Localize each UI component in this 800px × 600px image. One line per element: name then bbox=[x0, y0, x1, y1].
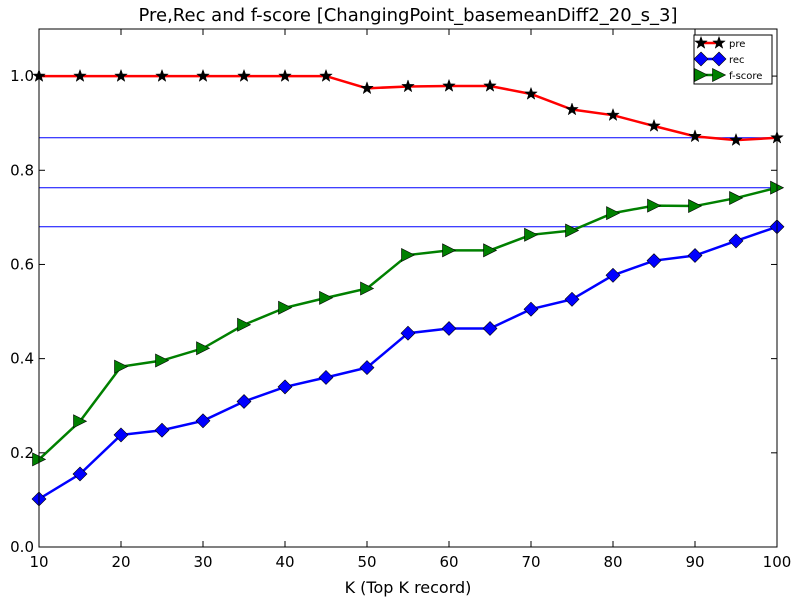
data-point-f-score bbox=[73, 414, 88, 429]
x-tick-label: 100 bbox=[763, 553, 792, 571]
data-point-rec bbox=[154, 422, 170, 438]
data-point-rec bbox=[400, 325, 416, 341]
data-point-f-score bbox=[729, 191, 744, 206]
legend-marker-f-score bbox=[712, 68, 727, 82]
x-tick-label: 70 bbox=[521, 553, 540, 571]
data-point-rec bbox=[605, 267, 621, 283]
data-point-f-score bbox=[524, 227, 539, 242]
data-point-pre bbox=[729, 132, 743, 147]
y-tick-label: 1.0 bbox=[10, 67, 34, 85]
y-tick-label: 0.2 bbox=[10, 444, 34, 462]
legend-label-f-score: f-score bbox=[729, 71, 762, 82]
data-point-f-score bbox=[114, 359, 129, 374]
data-point-pre bbox=[565, 102, 579, 116]
data-point-rec bbox=[728, 233, 744, 249]
legend-label-rec: rec bbox=[729, 55, 745, 66]
data-point-rec bbox=[564, 291, 580, 307]
data-point-pre bbox=[483, 78, 497, 92]
x-tick-label: 60 bbox=[439, 553, 458, 571]
data-point-pre bbox=[647, 118, 661, 132]
data-point-pre bbox=[237, 68, 251, 82]
y-tick-label: 0.6 bbox=[10, 255, 34, 273]
legend-marker-f-score bbox=[694, 68, 709, 82]
data-point-pre bbox=[196, 68, 210, 82]
chart-title: Pre,Rec and f-score [ChangingPoint_basem… bbox=[138, 5, 677, 26]
data-point-rec bbox=[195, 413, 211, 429]
data-point-f-score bbox=[278, 300, 293, 315]
series-line-f-score bbox=[39, 186, 777, 461]
y-tick-label: 0.8 bbox=[10, 161, 34, 179]
data-point-rec bbox=[277, 379, 293, 395]
data-point-f-score bbox=[606, 206, 621, 221]
x-tick-label: 50 bbox=[357, 553, 376, 571]
data-point-f-score bbox=[483, 243, 498, 258]
legend-label-pre: pre bbox=[729, 39, 745, 50]
data-point-pre bbox=[606, 107, 620, 122]
data-point-f-score bbox=[319, 290, 334, 305]
data-point-f-score bbox=[237, 317, 252, 332]
data-point-pre bbox=[319, 68, 333, 82]
data-point-pre bbox=[114, 68, 128, 82]
data-layer bbox=[39, 74, 777, 501]
plot-area: 10 20 30 40 50 60 70 80 90 100 0.0 0.2 0.4 0.6 0.8 1.0 bbox=[10, 28, 792, 571]
y-tick-label: 0.0 bbox=[10, 538, 34, 556]
data-point-rec bbox=[646, 253, 662, 269]
x-tick-label: 80 bbox=[603, 553, 622, 571]
data-point-pre bbox=[278, 68, 292, 82]
axes-frame bbox=[38, 28, 778, 548]
data-point-rec bbox=[113, 427, 129, 443]
data-point-rec bbox=[687, 248, 703, 263]
data-point-f-score bbox=[196, 341, 211, 356]
data-point-rec bbox=[441, 321, 457, 336]
y-tick-label: 0.4 bbox=[10, 350, 34, 368]
x-tick-label: 10 bbox=[29, 553, 48, 571]
data-point-f-score bbox=[565, 223, 580, 238]
data-point-f-score bbox=[442, 243, 457, 258]
data-point-pre bbox=[73, 68, 87, 82]
data-point-rec bbox=[236, 394, 252, 409]
x-tick-label: 30 bbox=[193, 553, 212, 571]
data-point-f-score bbox=[360, 281, 375, 296]
data-point-rec bbox=[359, 360, 375, 376]
x-tick-label: 90 bbox=[685, 553, 704, 571]
data-point-f-score bbox=[688, 199, 703, 214]
legend-marker-rec bbox=[693, 51, 709, 67]
data-point-rec bbox=[482, 321, 498, 336]
data-point-pre bbox=[442, 78, 456, 92]
data-point-pre bbox=[688, 129, 702, 143]
data-point-rec bbox=[72, 466, 88, 482]
x-tick-label: 20 bbox=[111, 553, 130, 571]
data-point-pre bbox=[360, 81, 374, 95]
x-tick-label: 40 bbox=[275, 553, 294, 571]
data-point-rec bbox=[318, 370, 334, 385]
data-point-pre bbox=[524, 86, 538, 100]
data-point-pre bbox=[401, 79, 415, 93]
legend: pre rec f-score bbox=[693, 34, 773, 85]
data-point-pre bbox=[155, 68, 169, 82]
legend-marker-pre bbox=[694, 35, 708, 49]
data-point-f-score bbox=[647, 198, 662, 213]
data-point-rec bbox=[523, 301, 539, 317]
legend-marker-pre bbox=[712, 35, 726, 49]
data-point-f-score bbox=[155, 353, 170, 368]
legend-marker-rec bbox=[711, 51, 727, 67]
x-axis-label: K (Top K record) bbox=[345, 578, 472, 597]
data-point-f-score bbox=[401, 248, 416, 263]
